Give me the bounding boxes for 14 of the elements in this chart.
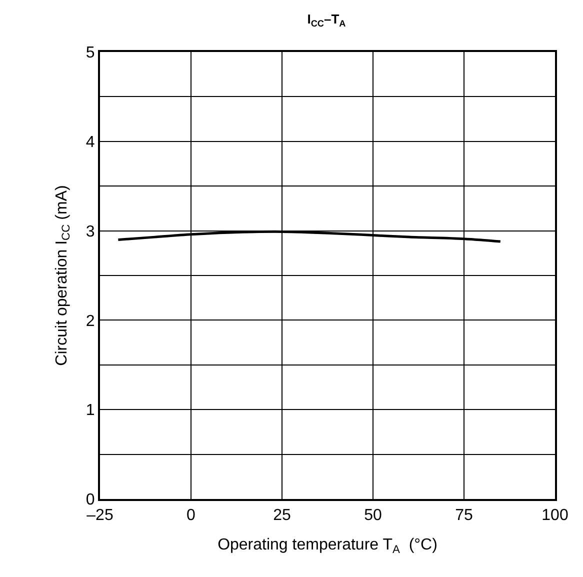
- x-axis-title: Operating temperature T$_{A}$ (°C): [218, 536, 438, 556]
- x-tick-label: 0: [186, 507, 196, 524]
- x-tick-label: 50: [364, 507, 382, 524]
- x-tick-label: 75: [455, 507, 473, 524]
- y-tick-label: 2: [86, 312, 95, 330]
- x-tick-label: –25: [86, 507, 114, 524]
- x-tick-label: 25: [273, 507, 291, 524]
- y-tick-label: 5: [86, 44, 95, 62]
- y-tick-label: 3: [86, 223, 95, 240]
- x-tick-label: 100: [542, 507, 568, 524]
- y-tick-label: 1: [86, 402, 95, 420]
- y-tick-label: 4: [86, 134, 95, 151]
- chart-title: I$_{CC}$–T$_{A}$: [307, 12, 346, 28]
- y-tick-label: 0: [86, 492, 95, 509]
